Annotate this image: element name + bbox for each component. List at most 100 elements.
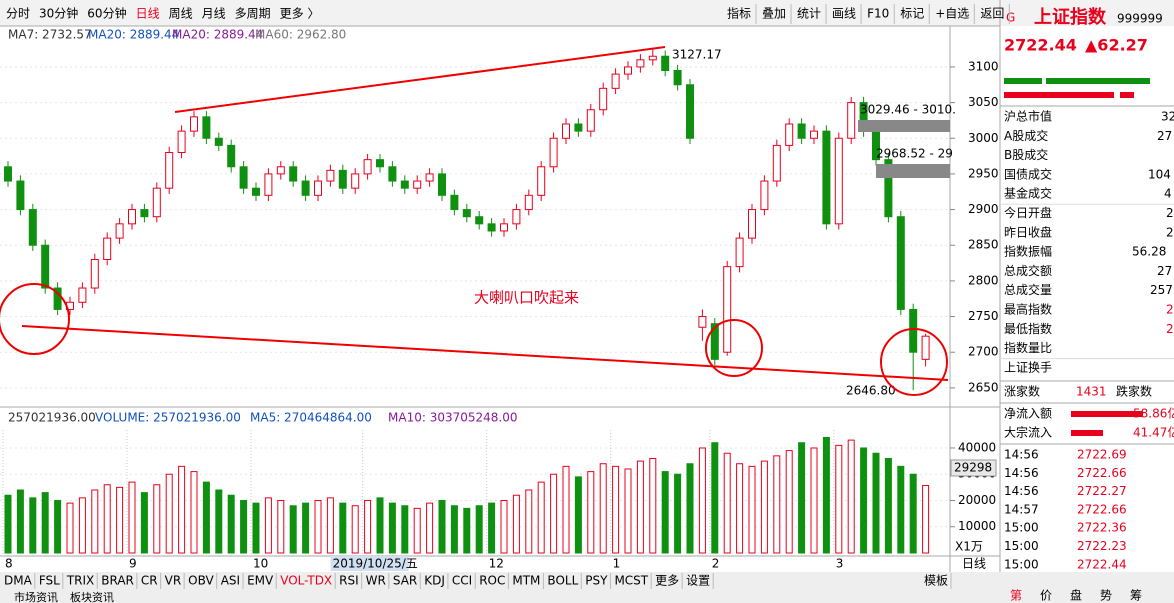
indicator-tab[interactable]: 模板 xyxy=(924,574,948,588)
strength-bar xyxy=(1046,78,1150,84)
volume-bar xyxy=(909,473,917,554)
y-tick-label: 2850 xyxy=(968,238,999,252)
period-button[interactable]: 更多 〉 xyxy=(280,7,320,21)
volume-bar xyxy=(302,502,310,554)
indicator-tab[interactable]: CR xyxy=(141,574,158,588)
indicator-tab[interactable]: SAR xyxy=(393,574,417,588)
row-value: 104 xyxy=(1148,167,1171,181)
panel-tab[interactable]: 势 xyxy=(1100,589,1112,603)
period-button[interactable]: 30分钟 xyxy=(39,6,78,21)
indicator-tab[interactable]: 更多 xyxy=(655,574,679,588)
indicator-tab[interactable]: BOLL xyxy=(547,574,578,588)
flag: G xyxy=(1006,11,1015,25)
tool-button[interactable]: 标记 xyxy=(900,7,924,21)
tool-button[interactable]: 返回 xyxy=(980,7,1004,21)
indicator-tab[interactable]: VOL-TDX xyxy=(280,574,332,588)
volume-bar xyxy=(760,460,768,554)
candle-body xyxy=(301,180,310,196)
volume-bar xyxy=(698,447,706,554)
footer-tab[interactable]: 板块资讯 xyxy=(70,590,114,603)
candle-body xyxy=(16,180,25,211)
indicator-tab[interactable]: PSY xyxy=(585,574,608,588)
row-value: 2 xyxy=(1166,206,1174,220)
candle-body xyxy=(562,123,570,139)
indicator-tab[interactable]: EMV xyxy=(247,574,274,588)
panel-tab[interactable]: 盘 xyxy=(1070,588,1082,603)
footer-tab[interactable]: 市场资讯 xyxy=(14,590,58,603)
volume-bar xyxy=(636,460,644,554)
volume-bar xyxy=(339,502,347,554)
indicator-tab[interactable]: CCI xyxy=(452,574,472,588)
candle-body xyxy=(165,152,174,189)
zone xyxy=(858,120,950,132)
indicator-tab[interactable]: WR xyxy=(366,574,386,588)
volume-bar xyxy=(550,473,558,554)
volume-bar xyxy=(401,505,409,554)
indicator-tab[interactable]: DMA xyxy=(4,574,33,588)
volume-bar xyxy=(612,465,620,554)
volume-indicator: 257021936.00 xyxy=(8,411,96,425)
current-box xyxy=(950,459,997,477)
tool-button[interactable]: 指标 xyxy=(727,6,751,21)
candle-body xyxy=(289,166,298,182)
period-button[interactable]: 60分钟 xyxy=(87,6,126,21)
indicator-tab[interactable]: ASI xyxy=(221,574,240,588)
indicator-tab[interactable]: RSI xyxy=(339,574,359,588)
candle-body xyxy=(326,169,335,182)
volume-bar xyxy=(4,494,12,554)
indicator-tab[interactable]: MTM xyxy=(512,574,540,588)
indicator: MA20: 2889.44 xyxy=(172,28,263,42)
indicator-tab[interactable]: 设置 xyxy=(686,574,710,588)
indicator-tab[interactable]: ROC xyxy=(479,574,505,588)
annotation: 3029.46 - 3010. xyxy=(860,103,956,117)
candle-body xyxy=(735,237,744,268)
volume-bar xyxy=(153,484,161,554)
indicator-tab[interactable]: VR xyxy=(165,574,182,588)
panel-tab[interactable]: 筹 xyxy=(1130,589,1142,603)
volume-bar xyxy=(215,489,223,554)
volume-bar xyxy=(277,499,285,554)
period-button[interactable]: 分时 xyxy=(6,7,30,21)
tool-button[interactable]: 统计 xyxy=(797,7,821,21)
flow-bar xyxy=(1071,411,1143,417)
volume-bar xyxy=(897,465,905,554)
tool-button[interactable]: F10 xyxy=(867,7,889,21)
indicator-tab[interactable]: MCST xyxy=(614,574,648,588)
row-value: 27 xyxy=(1157,264,1172,278)
indicator-tab[interactable]: OBV xyxy=(188,574,214,588)
tick-time: 14:57 xyxy=(1004,502,1039,516)
candle-body xyxy=(537,166,546,196)
period-button[interactable]: 月线 xyxy=(202,7,226,21)
panel-tab[interactable]: 第 xyxy=(1010,589,1022,603)
candle-body xyxy=(847,102,856,139)
tool-button[interactable]: 叠加 xyxy=(762,7,786,21)
indicator-tab[interactable]: FSL xyxy=(39,574,60,588)
candle-body xyxy=(884,159,893,218)
annotation: 3127.17 xyxy=(672,48,722,62)
row-label: 今日开盘 xyxy=(1004,205,1052,220)
indicator-tab[interactable]: BRAR xyxy=(101,574,134,588)
volume-bar xyxy=(686,463,694,554)
period-select[interactable]: 日线 xyxy=(962,557,986,571)
period-button[interactable]: 多周期 xyxy=(235,7,271,21)
indicator-tab[interactable]: KDJ xyxy=(424,574,445,588)
period-button[interactable]: 日线 xyxy=(136,7,160,21)
volume-bar xyxy=(463,507,471,554)
row-label: 上证换手 xyxy=(1004,360,1052,374)
period-button[interactable]: 周线 xyxy=(169,7,193,21)
breadth: 涨家数 xyxy=(1004,384,1040,399)
strength-bar xyxy=(1004,78,1042,84)
tool-button[interactable]: +自选 xyxy=(935,7,969,21)
y-tick-label: 2700 xyxy=(968,345,999,359)
candle-body xyxy=(239,166,248,189)
row-value: 2 xyxy=(1166,225,1174,239)
candle-body xyxy=(686,84,694,139)
row-label: 国债成交 xyxy=(1004,166,1052,181)
tick-price: 2722.44 xyxy=(1077,557,1127,571)
panel-tab[interactable]: 价 xyxy=(1040,589,1052,603)
candle-body xyxy=(78,287,87,303)
indicator-tab[interactable]: TRIX xyxy=(66,574,94,588)
tool-button[interactable]: 画线 xyxy=(832,7,856,21)
candle-body xyxy=(425,173,434,182)
